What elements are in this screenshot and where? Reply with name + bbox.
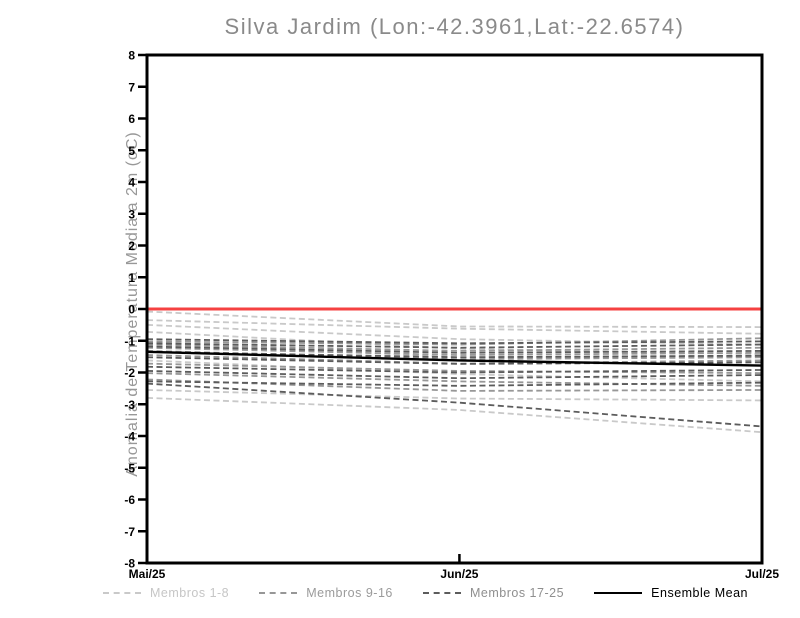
svg-text:-1: -1 <box>124 334 135 348</box>
svg-text:7: 7 <box>128 80 135 94</box>
legend-item-membros-17-25: Membros 17-25 <box>422 586 565 600</box>
legend-label: Membros 1-8 <box>150 586 230 600</box>
legend-item-ensemble-mean: Ensemble Mean <box>594 586 748 600</box>
svg-text:Jun/25: Jun/25 <box>440 567 478 581</box>
dashed-line-swatch <box>422 592 461 594</box>
legend-label: Membros 17-25 <box>469 586 565 600</box>
svg-text:Jul/25: Jul/25 <box>745 567 779 581</box>
svg-text:3: 3 <box>128 207 135 221</box>
svg-text:-5: -5 <box>124 461 135 475</box>
legend: Membros 1-8 Membros 9-16 Membros 17-25 E… <box>103 586 748 600</box>
legend-label: Ensemble Mean <box>651 586 748 600</box>
svg-text:4: 4 <box>128 176 135 190</box>
dashed-line-swatch <box>103 592 141 594</box>
svg-text:1: 1 <box>128 271 135 285</box>
legend-item-membros-9-16: Membros 9-16 <box>259 586 393 600</box>
svg-text:0: 0 <box>128 303 135 317</box>
svg-text:2: 2 <box>128 239 135 253</box>
legend-item-membros-1-8: Membros 1-8 <box>103 586 229 600</box>
dashed-line-swatch <box>259 592 298 594</box>
svg-text:-2: -2 <box>124 366 135 380</box>
solid-line-swatch <box>594 592 643 594</box>
svg-text:-6: -6 <box>124 493 135 507</box>
svg-text:5: 5 <box>128 144 135 158</box>
chart-title: Silva Jardim (Lon:-42.3961,Lat:-22.6574) <box>224 14 685 39</box>
svg-text:8: 8 <box>128 49 135 63</box>
svg-text:Mai/25: Mai/25 <box>129 567 166 581</box>
svg-text:6: 6 <box>128 112 135 126</box>
svg-text:-4: -4 <box>124 430 135 444</box>
legend-label: Membros 9-16 <box>306 586 393 600</box>
svg-text:-8: -8 <box>124 557 135 571</box>
svg-text:-3: -3 <box>124 398 135 412</box>
svg-text:-7: -7 <box>124 525 135 539</box>
